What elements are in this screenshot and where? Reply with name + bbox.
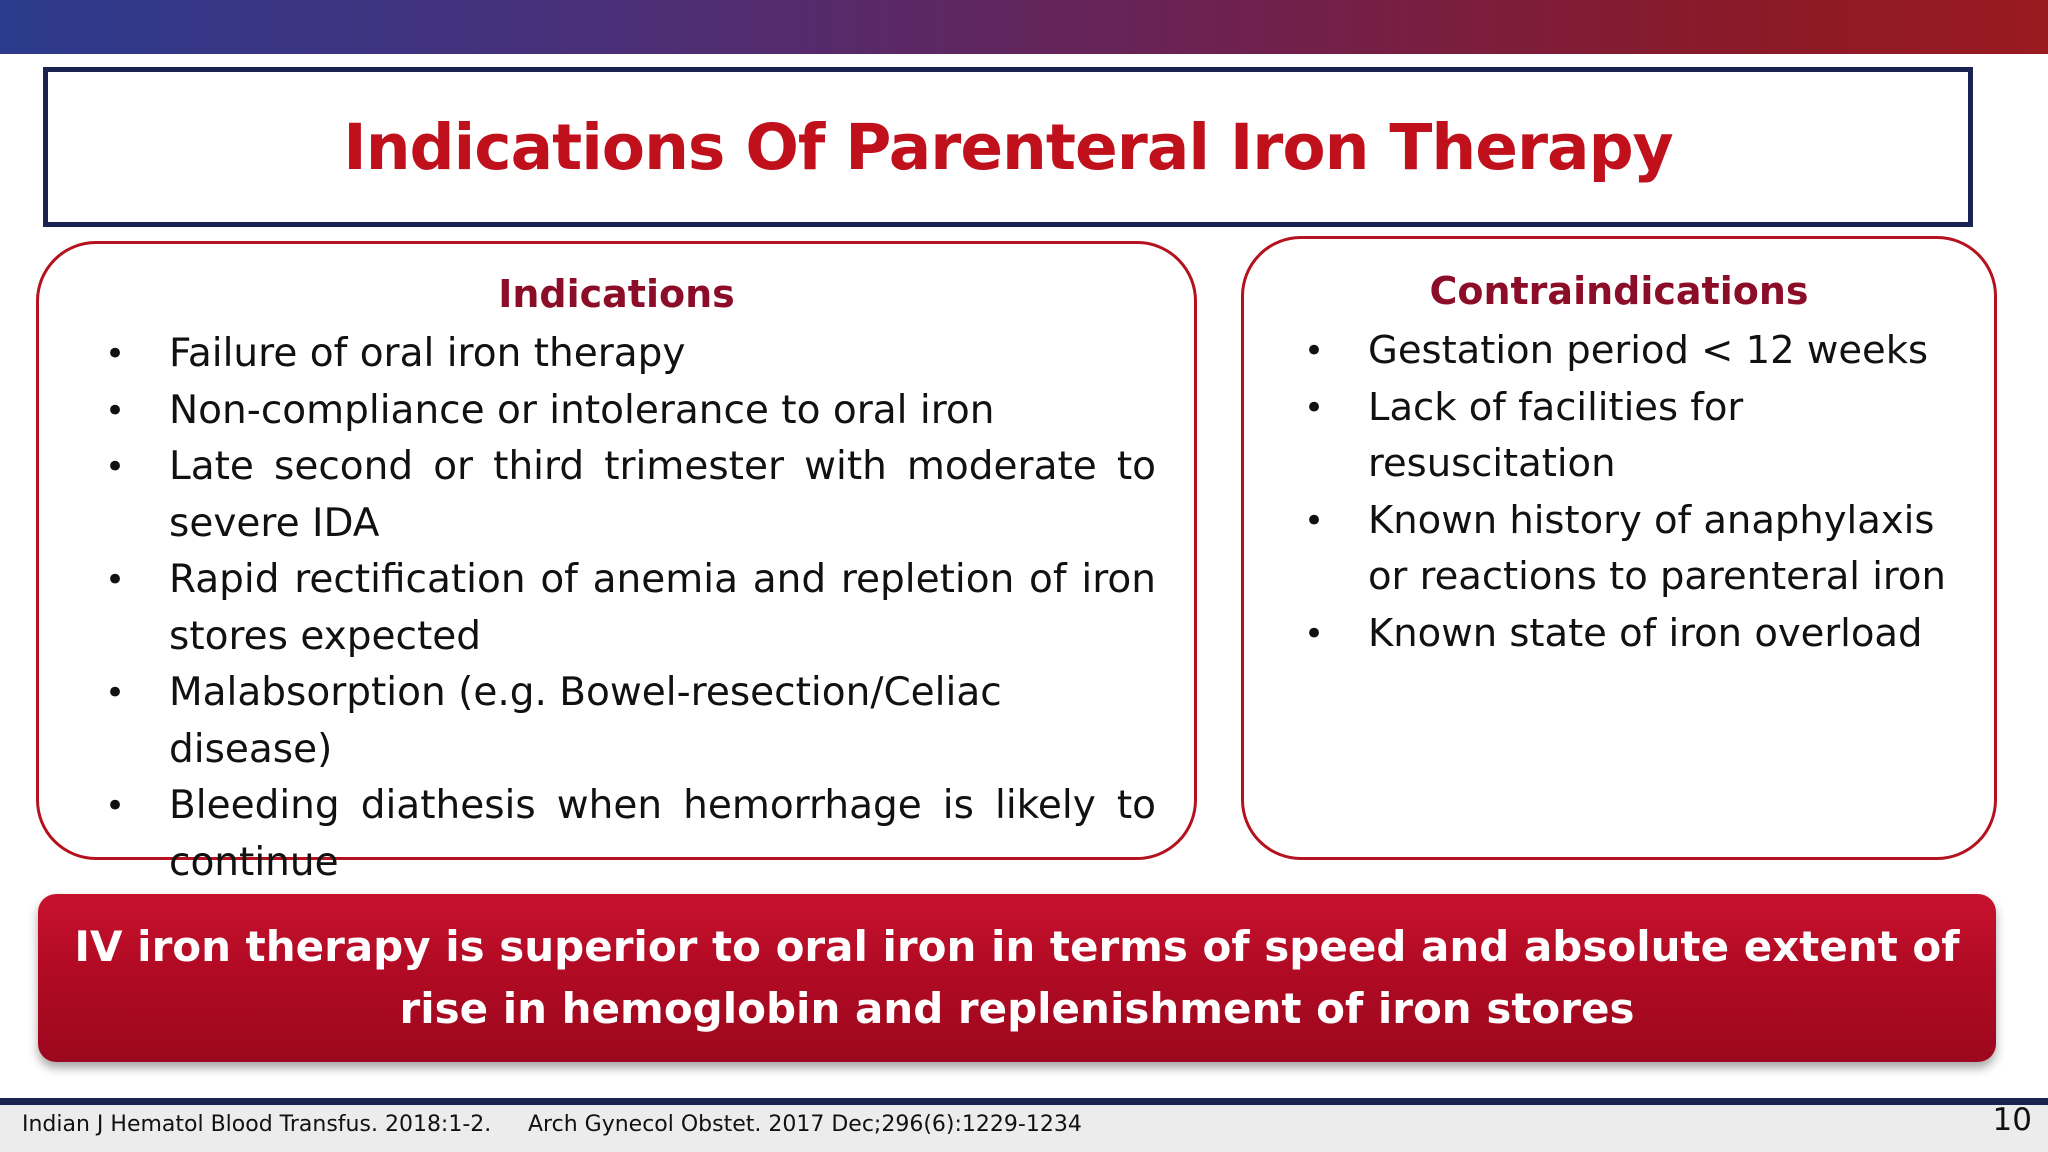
bullet-icon: • (105, 673, 126, 713)
bullet-icon: • (1304, 387, 1325, 428)
list-item: • Failure of oral iron therapy (77, 326, 1156, 383)
contraindications-heading: Contraindications (1429, 269, 1809, 313)
reference-2: Arch Gynecol Obstet. 2017 Dec;296(6):122… (528, 1112, 1082, 1137)
indications-heading: Indications (498, 272, 735, 316)
footer-divider (0, 1098, 2048, 1105)
bullet-icon: • (105, 334, 126, 374)
list-item: • Non-compliance or intolerance to oral … (77, 383, 1156, 440)
list-item-text: Known state of iron overload (1368, 610, 1923, 656)
list-item-text: Gestation period < 12 weeks (1368, 328, 1929, 373)
key-message-banner: IV iron therapy is superior to oral iron… (38, 894, 1996, 1062)
bullet-icon: • (105, 786, 126, 826)
list-item: • Known history of anaphylaxis or reacti… (1274, 493, 1964, 606)
list-item: • Malabsorption (e.g. Bowel-resection/Ce… (77, 665, 1156, 778)
list-item: • Bleeding diathesis when hemorrhage is … (77, 778, 1156, 891)
list-item-text: Malabsorption (e.g. Bowel-resection/Celi… (169, 670, 1002, 772)
bullet-icon: • (105, 447, 126, 487)
list-item: • Lack of facilities for resuscitation (1274, 380, 1964, 493)
list-item: • Gestation period < 12 weeks (1274, 323, 1964, 380)
contraindications-panel: Contraindications • Gestation period < 1… (1241, 236, 1997, 860)
page-number: 10 (1992, 1102, 2032, 1138)
top-gradient-bar (0, 0, 2048, 54)
contraindications-list: • Gestation period < 12 weeks • Lack of … (1274, 323, 1964, 662)
list-item-text: Rapid rectification of anemia and replet… (169, 557, 1156, 659)
title-box: Indications Of Parenteral Iron Therapy (43, 67, 1973, 227)
reference-1: Indian J Hematol Blood Transfus. 2018:1-… (22, 1112, 492, 1137)
indications-panel: Indications • Failure of oral iron thera… (36, 241, 1197, 885)
indications-list: • Failure of oral iron therapy • Non-com… (77, 326, 1156, 891)
footer-bar (0, 1105, 2048, 1152)
bullet-icon: • (105, 390, 126, 431)
list-item-text: Failure of oral iron therapy (169, 331, 686, 376)
list-item-text: Lack of facilities for resuscitation (1368, 384, 1744, 487)
slide-title: Indications Of Parenteral Iron Therapy (343, 110, 1673, 184)
list-item-text: Non-compliance or intolerance to oral ir… (169, 387, 995, 433)
bullet-icon: • (105, 560, 126, 600)
list-item-text: Late second or third trimester with mode… (169, 444, 1156, 546)
banner-line-2: rise in hemoglobin and replenishment of … (399, 984, 1635, 1033)
list-item-text: Known history of anaphylaxis or reaction… (1368, 497, 1946, 600)
list-item: • Known state of iron overload (1274, 606, 1964, 663)
bullet-icon: • (1304, 500, 1325, 541)
banner-line-1: IV iron therapy is superior to oral iron… (74, 922, 1960, 971)
list-item: • Late second or third trimester with mo… (77, 439, 1156, 552)
list-item-text: Bleeding diathesis when hemorrhage is li… (169, 783, 1156, 885)
list-item: • Rapid rectification of anemia and repl… (77, 552, 1156, 665)
bullet-icon: • (1304, 613, 1325, 654)
bullet-icon: • (1304, 331, 1325, 371)
